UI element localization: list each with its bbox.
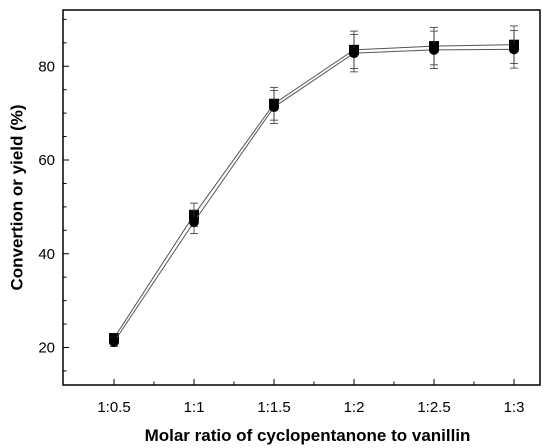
series-layer [109,25,519,347]
x-tick-label: 1:0.5 [97,399,130,416]
data-point-circle [109,336,119,347]
data-point-circle [269,102,279,113]
tick-labels: 20 40 60 80 1:0.5 1:1 1:1.5 1:2 1:2.5 1:3 [38,58,524,416]
series-square [109,25,519,344]
axis-ticks [63,18,515,385]
y-tick-label: 60 [38,152,55,169]
x-tick-label: 1:3 [504,399,525,416]
x-tick-label: 1:2 [344,399,365,416]
data-point-circle [509,44,519,55]
x-tick-label: 1:1 [184,399,205,416]
series-circle [109,30,519,347]
y-tick-label: 40 [38,246,55,263]
x-axis-title: Molar ratio of cyclopentanone to vanilli… [145,426,471,445]
y-tick-label: 80 [38,58,55,75]
data-point-circle [189,216,199,227]
series-line [113,44,515,339]
series-line [113,48,515,343]
plot-frame [62,9,541,386]
x-tick-label: 1:1.5 [257,399,290,416]
data-point-circle [429,44,439,55]
x-tick-label: 1:2.5 [417,399,450,416]
data-point-circle [349,48,359,59]
y-tick-label: 20 [38,340,55,357]
y-axis-title: Convertion or yield (%) [7,104,26,290]
